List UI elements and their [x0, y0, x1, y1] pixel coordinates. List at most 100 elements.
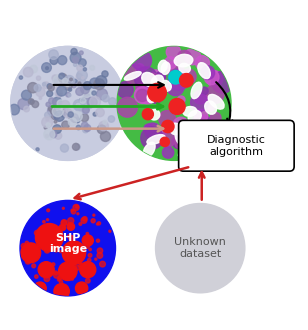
- Circle shape: [97, 125, 106, 134]
- Circle shape: [78, 244, 82, 248]
- Circle shape: [149, 91, 162, 103]
- Circle shape: [54, 272, 59, 278]
- Circle shape: [64, 82, 72, 90]
- Circle shape: [49, 238, 51, 241]
- Circle shape: [44, 129, 55, 140]
- Circle shape: [57, 86, 67, 96]
- Circle shape: [80, 263, 82, 265]
- Circle shape: [160, 137, 169, 147]
- Circle shape: [96, 239, 99, 242]
- Ellipse shape: [191, 82, 202, 99]
- Circle shape: [43, 82, 50, 89]
- Circle shape: [44, 248, 50, 253]
- Circle shape: [209, 120, 217, 128]
- Circle shape: [82, 77, 84, 79]
- Circle shape: [173, 117, 188, 133]
- Circle shape: [162, 147, 174, 158]
- Circle shape: [25, 259, 30, 264]
- Circle shape: [90, 96, 100, 107]
- Circle shape: [76, 125, 81, 130]
- Circle shape: [57, 278, 61, 281]
- Circle shape: [87, 258, 91, 262]
- Circle shape: [80, 98, 86, 103]
- Circle shape: [172, 135, 185, 148]
- Ellipse shape: [175, 130, 186, 146]
- Circle shape: [52, 75, 58, 81]
- Circle shape: [58, 74, 67, 82]
- Circle shape: [205, 85, 224, 104]
- Circle shape: [69, 236, 74, 241]
- Circle shape: [41, 240, 43, 243]
- Circle shape: [55, 232, 59, 237]
- Circle shape: [68, 88, 71, 91]
- Circle shape: [42, 117, 53, 128]
- Circle shape: [74, 63, 77, 66]
- Circle shape: [83, 216, 87, 221]
- Circle shape: [117, 82, 133, 98]
- Circle shape: [177, 50, 191, 64]
- Circle shape: [22, 90, 31, 100]
- Circle shape: [152, 70, 160, 78]
- Circle shape: [202, 134, 215, 148]
- Circle shape: [61, 100, 70, 109]
- Circle shape: [83, 127, 88, 133]
- Circle shape: [71, 210, 76, 214]
- Circle shape: [84, 99, 93, 109]
- Circle shape: [125, 64, 145, 85]
- Circle shape: [204, 70, 219, 84]
- Circle shape: [136, 89, 148, 102]
- Circle shape: [44, 126, 47, 129]
- Circle shape: [63, 82, 67, 86]
- Circle shape: [76, 103, 80, 107]
- Circle shape: [46, 67, 48, 70]
- Circle shape: [54, 283, 69, 299]
- Circle shape: [49, 50, 58, 59]
- Circle shape: [90, 78, 100, 88]
- Ellipse shape: [160, 81, 171, 91]
- Circle shape: [28, 99, 34, 104]
- Circle shape: [38, 262, 54, 278]
- Circle shape: [93, 112, 97, 116]
- Circle shape: [82, 87, 92, 98]
- Circle shape: [102, 95, 109, 102]
- Circle shape: [43, 220, 45, 223]
- Circle shape: [83, 68, 87, 71]
- Circle shape: [60, 144, 68, 152]
- Circle shape: [47, 91, 53, 97]
- Circle shape: [179, 130, 189, 141]
- Circle shape: [162, 120, 174, 133]
- Circle shape: [86, 232, 89, 235]
- Circle shape: [83, 97, 87, 102]
- Circle shape: [57, 92, 62, 97]
- Circle shape: [21, 243, 41, 263]
- Ellipse shape: [205, 101, 217, 114]
- Circle shape: [62, 226, 66, 230]
- Circle shape: [75, 282, 88, 294]
- Circle shape: [44, 246, 49, 250]
- Circle shape: [46, 268, 48, 270]
- Circle shape: [21, 244, 26, 248]
- Circle shape: [63, 108, 67, 113]
- Circle shape: [68, 112, 73, 117]
- Circle shape: [92, 91, 96, 95]
- Circle shape: [54, 271, 58, 275]
- Circle shape: [194, 109, 208, 123]
- Circle shape: [79, 51, 83, 55]
- Circle shape: [80, 262, 96, 278]
- Circle shape: [67, 223, 72, 227]
- Circle shape: [167, 79, 184, 96]
- Circle shape: [164, 57, 176, 69]
- Ellipse shape: [198, 63, 210, 79]
- Circle shape: [141, 127, 163, 149]
- Ellipse shape: [174, 54, 193, 67]
- Circle shape: [136, 82, 158, 104]
- Circle shape: [82, 286, 85, 289]
- Circle shape: [68, 94, 71, 97]
- Circle shape: [142, 109, 153, 120]
- Circle shape: [72, 143, 79, 150]
- Circle shape: [66, 92, 70, 97]
- Circle shape: [81, 122, 88, 129]
- Circle shape: [54, 120, 57, 123]
- Circle shape: [155, 72, 165, 82]
- Circle shape: [96, 223, 98, 225]
